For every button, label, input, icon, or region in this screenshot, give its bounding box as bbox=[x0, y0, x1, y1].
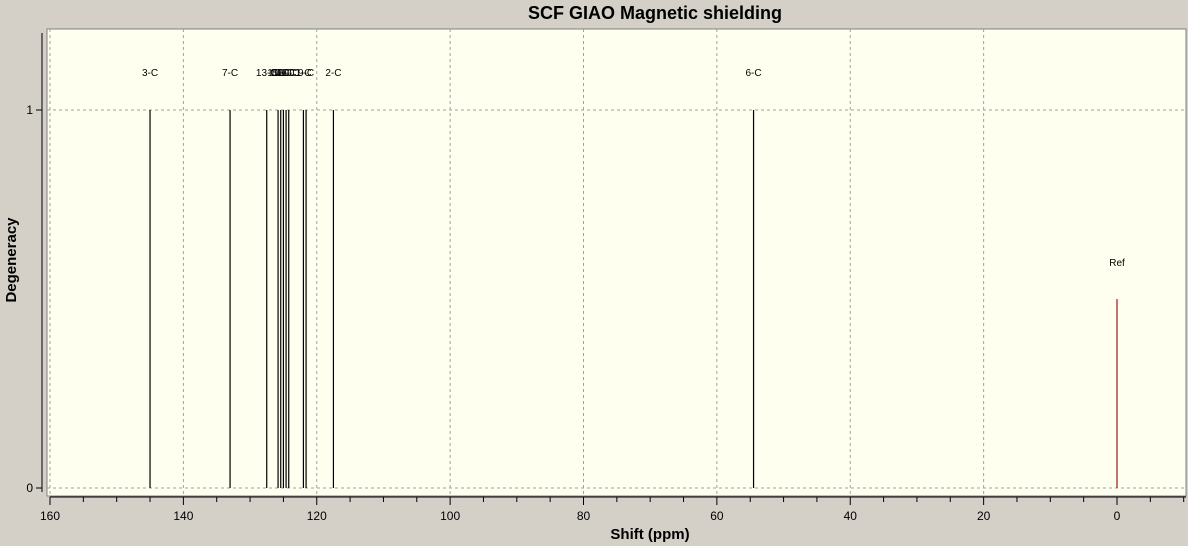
plot-area bbox=[46, 28, 1187, 497]
x-tick-label: 20 bbox=[977, 509, 991, 523]
x-tick-label: 140 bbox=[173, 509, 193, 523]
x-tick-label: 120 bbox=[307, 509, 327, 523]
peak-label: 9-C bbox=[298, 68, 314, 79]
x-tick-label: 100 bbox=[440, 509, 460, 523]
peak-label: 2-C bbox=[325, 68, 341, 79]
peak-label: 3-C bbox=[142, 68, 158, 79]
chart-title: SCF GIAO Magnetic shielding bbox=[528, 3, 782, 23]
peak-label: 16-C bbox=[273, 68, 295, 79]
peak-labels: 3-C 7-C 13-C15-C14-C16-C11-C10-C1-C9-C 2-C 6… bbox=[142, 68, 1125, 269]
y-tick-label: 0 bbox=[26, 481, 33, 495]
x-axis-title: Shift (ppm) bbox=[610, 526, 689, 543]
x-tick-label: 40 bbox=[844, 509, 858, 523]
grid-lines bbox=[47, 29, 1186, 496]
y-tick-label: 1 bbox=[26, 103, 33, 117]
peak-label: 10-C bbox=[278, 68, 300, 79]
axes: 0 1 160 140 120 100 80 60 40 20 0 bbox=[26, 33, 1186, 523]
reference-label: Ref bbox=[1109, 258, 1125, 269]
peak-label: 14-C bbox=[270, 68, 292, 79]
peaks bbox=[149, 110, 1118, 488]
peak-label: 13-C bbox=[256, 68, 278, 79]
peak-label: 11-C bbox=[276, 68, 297, 79]
x-tick-label: 80 bbox=[577, 509, 591, 523]
x-tick-label: 60 bbox=[710, 509, 724, 523]
peak-label: 7-C bbox=[222, 68, 238, 79]
y-axis-title: Degeneracy bbox=[3, 217, 20, 303]
peak-label: 1-C bbox=[295, 68, 311, 79]
peak-label: 15-C bbox=[267, 68, 289, 79]
peak-label: 6-C bbox=[745, 68, 761, 79]
x-tick-label: 0 bbox=[1114, 509, 1121, 523]
x-tick-label: 160 bbox=[40, 509, 60, 523]
